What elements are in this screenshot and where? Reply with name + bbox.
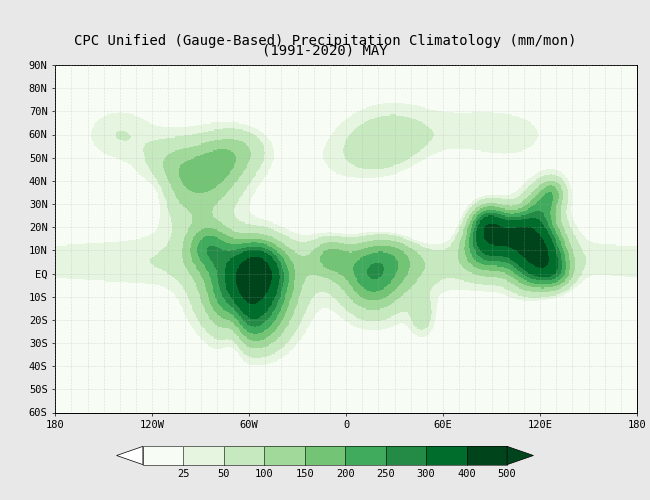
Bar [265,446,305,464]
Bar [305,446,345,464]
Polygon shape [507,446,534,464]
Bar [305,446,345,464]
Bar [183,446,224,464]
Bar [467,446,507,464]
Polygon shape [116,446,143,464]
Bar [345,446,385,464]
Bar [426,446,467,464]
Bar [426,446,467,464]
Text: 200: 200 [336,468,355,478]
Text: 150: 150 [295,468,314,478]
Text: 300: 300 [417,468,436,478]
Bar [385,446,426,464]
Bar [143,446,183,464]
Bar [183,446,224,464]
Bar [143,446,183,464]
Text: 250: 250 [376,468,395,478]
Text: 25: 25 [177,468,190,478]
Text: 400: 400 [458,468,476,478]
Text: CPC Unified (Gauge-Based) Precipitation Climatology (mm/mon): CPC Unified (Gauge-Based) Precipitation … [73,34,577,48]
Bar [224,446,265,464]
Bar [345,446,385,464]
Bar [467,446,507,464]
Bar [265,446,305,464]
Text: 500: 500 [498,468,517,478]
Text: 100: 100 [255,468,274,478]
Text: (1991-2020) MAY: (1991-2020) MAY [262,44,388,58]
Bar [224,446,265,464]
Text: 50: 50 [218,468,230,478]
Bar [385,446,426,464]
